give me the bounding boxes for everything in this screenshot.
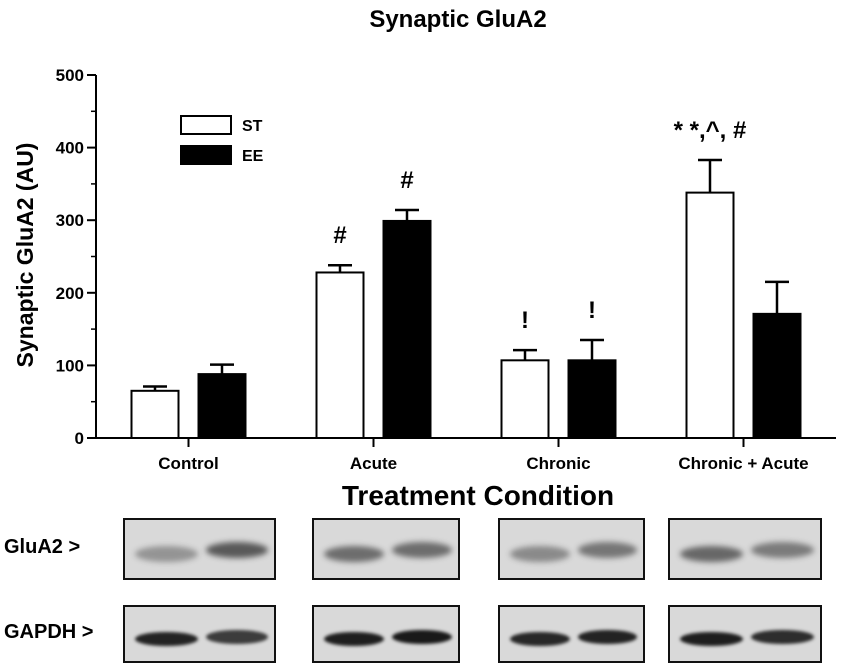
y-tick-label: 100 bbox=[56, 356, 84, 375]
blot-row-label: GAPDH > bbox=[4, 621, 94, 643]
blot-band bbox=[324, 631, 384, 646]
blot-panel bbox=[668, 605, 822, 663]
legend-swatch-ee bbox=[180, 145, 232, 165]
blot-panel bbox=[668, 518, 822, 580]
bar-st bbox=[130, 389, 180, 439]
bar-st bbox=[315, 271, 365, 439]
significance-annotation: * *,^, # bbox=[674, 117, 747, 144]
blot-band bbox=[577, 630, 637, 645]
blot-panel bbox=[312, 605, 460, 663]
x-tick-label: Chronic bbox=[526, 454, 590, 473]
y-tick-label: 400 bbox=[56, 139, 84, 158]
significance-annotation: ! bbox=[588, 297, 596, 324]
y-tick-label: 0 bbox=[75, 429, 84, 448]
blot-band bbox=[135, 546, 198, 563]
bar-ee bbox=[752, 312, 802, 440]
blot-band bbox=[392, 630, 452, 645]
blot-band bbox=[680, 631, 743, 646]
x-tick-label: Control bbox=[158, 454, 218, 473]
chart-title: Synaptic GluA2 bbox=[369, 6, 546, 33]
bar-ee bbox=[567, 359, 617, 439]
blot-band bbox=[510, 546, 570, 563]
blot-row-label: GluA2 > bbox=[4, 536, 81, 558]
x-tick-label: Acute bbox=[350, 454, 397, 473]
plot-area: 0 100 200 300 400 500 Control Acute Chronic Chron… bbox=[56, 66, 836, 473]
y-tick-label: 200 bbox=[56, 284, 84, 303]
significance-annotation: ! bbox=[521, 307, 529, 334]
legend-label: ST bbox=[242, 118, 263, 135]
bar-st bbox=[500, 359, 550, 439]
blot-panel bbox=[123, 518, 276, 580]
x-tick-label: Chronic + Acute bbox=[678, 454, 808, 473]
blot-band bbox=[510, 631, 570, 646]
significance-annotation: # bbox=[400, 167, 413, 194]
significance-annotation: # bbox=[333, 222, 346, 249]
blot-band bbox=[324, 546, 384, 563]
bar-ee bbox=[382, 219, 432, 439]
y-tick-label: 500 bbox=[56, 66, 84, 85]
blot-panel bbox=[312, 518, 460, 580]
y-tick-label: 300 bbox=[56, 211, 84, 230]
blot-panel bbox=[498, 605, 645, 663]
legend-swatch-st bbox=[180, 115, 232, 135]
blot-band bbox=[205, 630, 268, 645]
legend: ST EE bbox=[180, 115, 264, 165]
blot-band bbox=[205, 541, 268, 558]
blot-band bbox=[680, 546, 743, 563]
blot-panel bbox=[498, 518, 645, 580]
blot-band bbox=[392, 541, 452, 558]
y-axis-label: Synaptic GluA2 (AU) bbox=[12, 143, 38, 368]
legend-label: EE bbox=[242, 148, 264, 165]
blot-band bbox=[577, 541, 637, 558]
bar-ee bbox=[197, 373, 247, 439]
x-axis-label: Treatment Condition bbox=[342, 480, 614, 511]
blot-band bbox=[751, 630, 814, 645]
bar-st bbox=[685, 191, 735, 439]
blot-band bbox=[135, 631, 198, 646]
blot-band bbox=[751, 541, 814, 558]
blot-panel bbox=[123, 605, 276, 663]
